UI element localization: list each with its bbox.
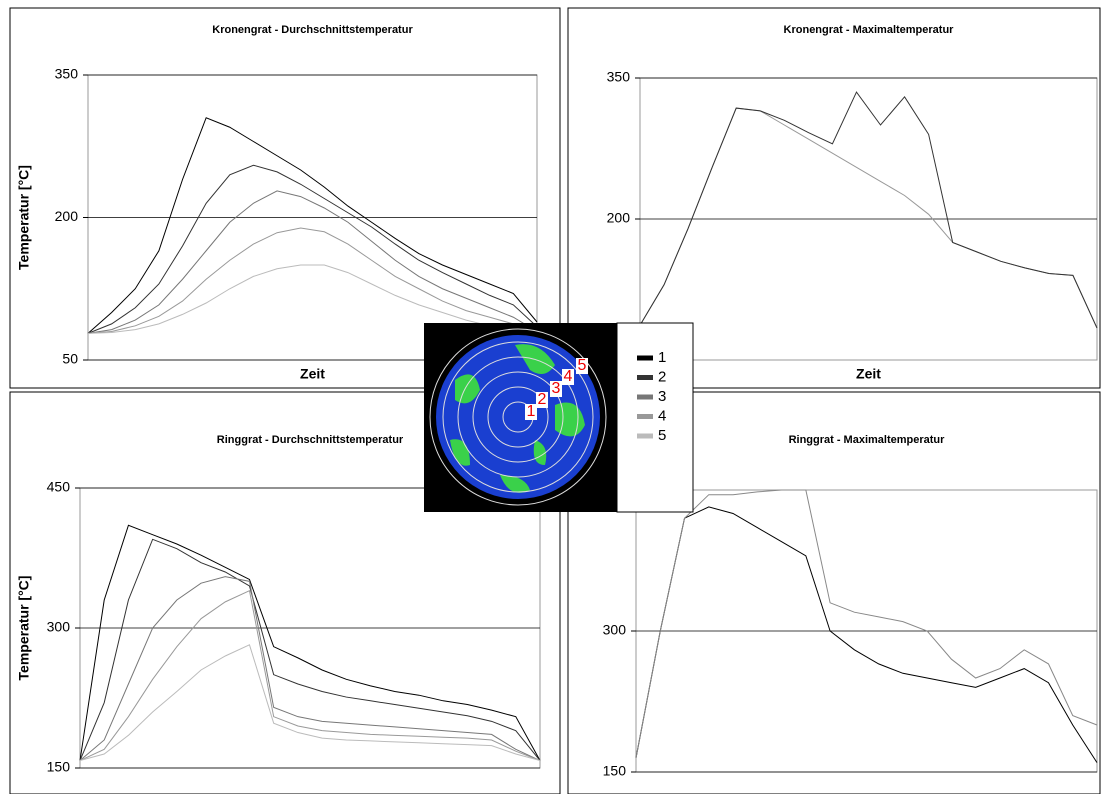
- inset-label: 2: [538, 391, 547, 408]
- y-axis-label: Temperatur [°C]: [16, 576, 32, 681]
- y-tick-label: 150: [603, 763, 627, 779]
- legend-label: 2: [658, 368, 666, 385]
- y-tick-label: 300: [47, 619, 71, 635]
- legend-swatch: [637, 414, 653, 419]
- legend-swatch: [637, 434, 653, 439]
- inset-label: 5: [578, 357, 587, 374]
- legend-label: 5: [658, 427, 666, 444]
- inset-label: 4: [564, 368, 573, 385]
- legend-label: 1: [658, 349, 666, 366]
- y-tick-label: 200: [607, 210, 631, 226]
- legend-swatch: [637, 375, 653, 380]
- y-tick-label: 350: [55, 66, 79, 82]
- inset-label: 3: [552, 380, 561, 397]
- y-tick-label: 450: [47, 479, 71, 495]
- chart-title: Kronengrat - Maximaltemperatur: [784, 24, 955, 36]
- chart-title: Kronengrat - Durchschnittstemperatur: [212, 24, 413, 36]
- chart-title: Ringgrat - Durchschnittstemperatur: [217, 434, 404, 446]
- legend-box: [617, 323, 693, 512]
- legend-label: 3: [658, 388, 666, 405]
- x-axis-label: Zeit: [300, 366, 325, 382]
- inset-label: 1: [527, 403, 536, 420]
- legend-label: 4: [658, 407, 666, 424]
- y-tick-label: 200: [55, 208, 79, 224]
- legend-swatch: [637, 356, 653, 361]
- y-tick-label: 150: [47, 759, 71, 775]
- y-axis-label: Temperatur [°C]: [16, 165, 32, 270]
- figure: Kronengrat - Durchschnittstemperatur Zeit…: [0, 0, 1105, 794]
- y-tick-label: 300: [603, 622, 627, 638]
- y-tick-label: 350: [607, 69, 631, 85]
- legend-swatch: [637, 395, 653, 400]
- y-tick-label: 50: [62, 351, 78, 367]
- chart-title: Ringgrat - Maximaltemperatur: [789, 434, 946, 446]
- x-axis-label: Zeit: [856, 366, 881, 382]
